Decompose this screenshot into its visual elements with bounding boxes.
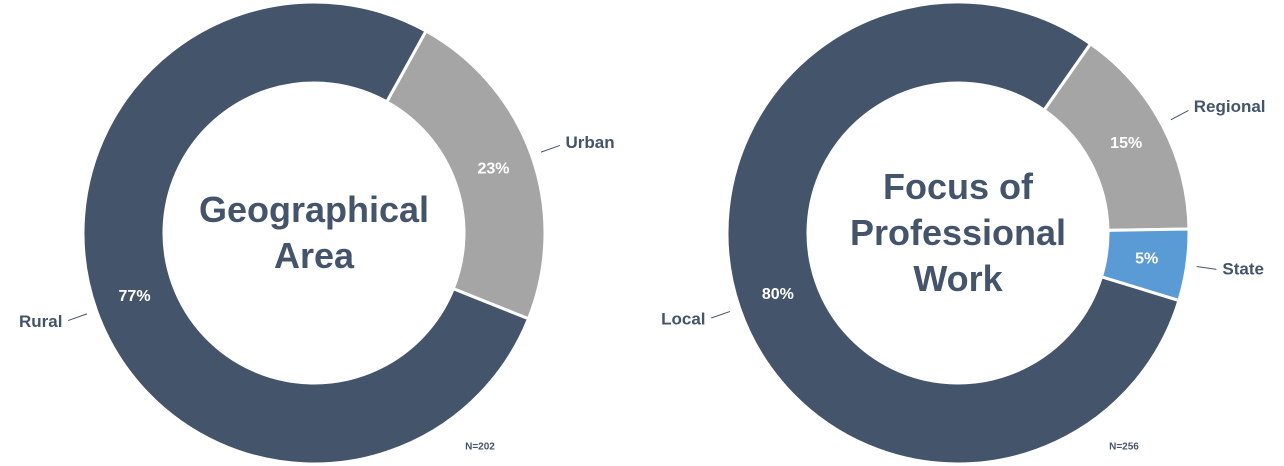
donut-slice <box>384 28 547 321</box>
leader-line <box>67 313 88 322</box>
category-label: State <box>1222 260 1264 279</box>
category-label: Regional <box>1194 97 1266 116</box>
value-label: 5% <box>1135 251 1158 268</box>
value-label: 77% <box>119 288 151 305</box>
leader-line <box>1170 110 1189 121</box>
value-label: 80% <box>762 286 794 303</box>
center-title: Focus of Professional Work <box>849 166 1067 299</box>
leader-line <box>711 310 731 319</box>
leader-line <box>540 144 561 153</box>
category-label: Rural <box>19 312 62 331</box>
donut-slice <box>81 0 531 466</box>
annotation: N=256 <box>1109 442 1139 453</box>
value-label: 15% <box>1110 135 1142 152</box>
center-title: Geographical Area <box>198 189 430 276</box>
value-label: 23% <box>477 160 509 177</box>
annotation: N=202 <box>465 442 495 453</box>
category-label: Local <box>661 309 705 328</box>
category-label: Urban <box>566 133 615 152</box>
donut-slice <box>725 0 1181 466</box>
leader-line <box>1196 266 1217 270</box>
